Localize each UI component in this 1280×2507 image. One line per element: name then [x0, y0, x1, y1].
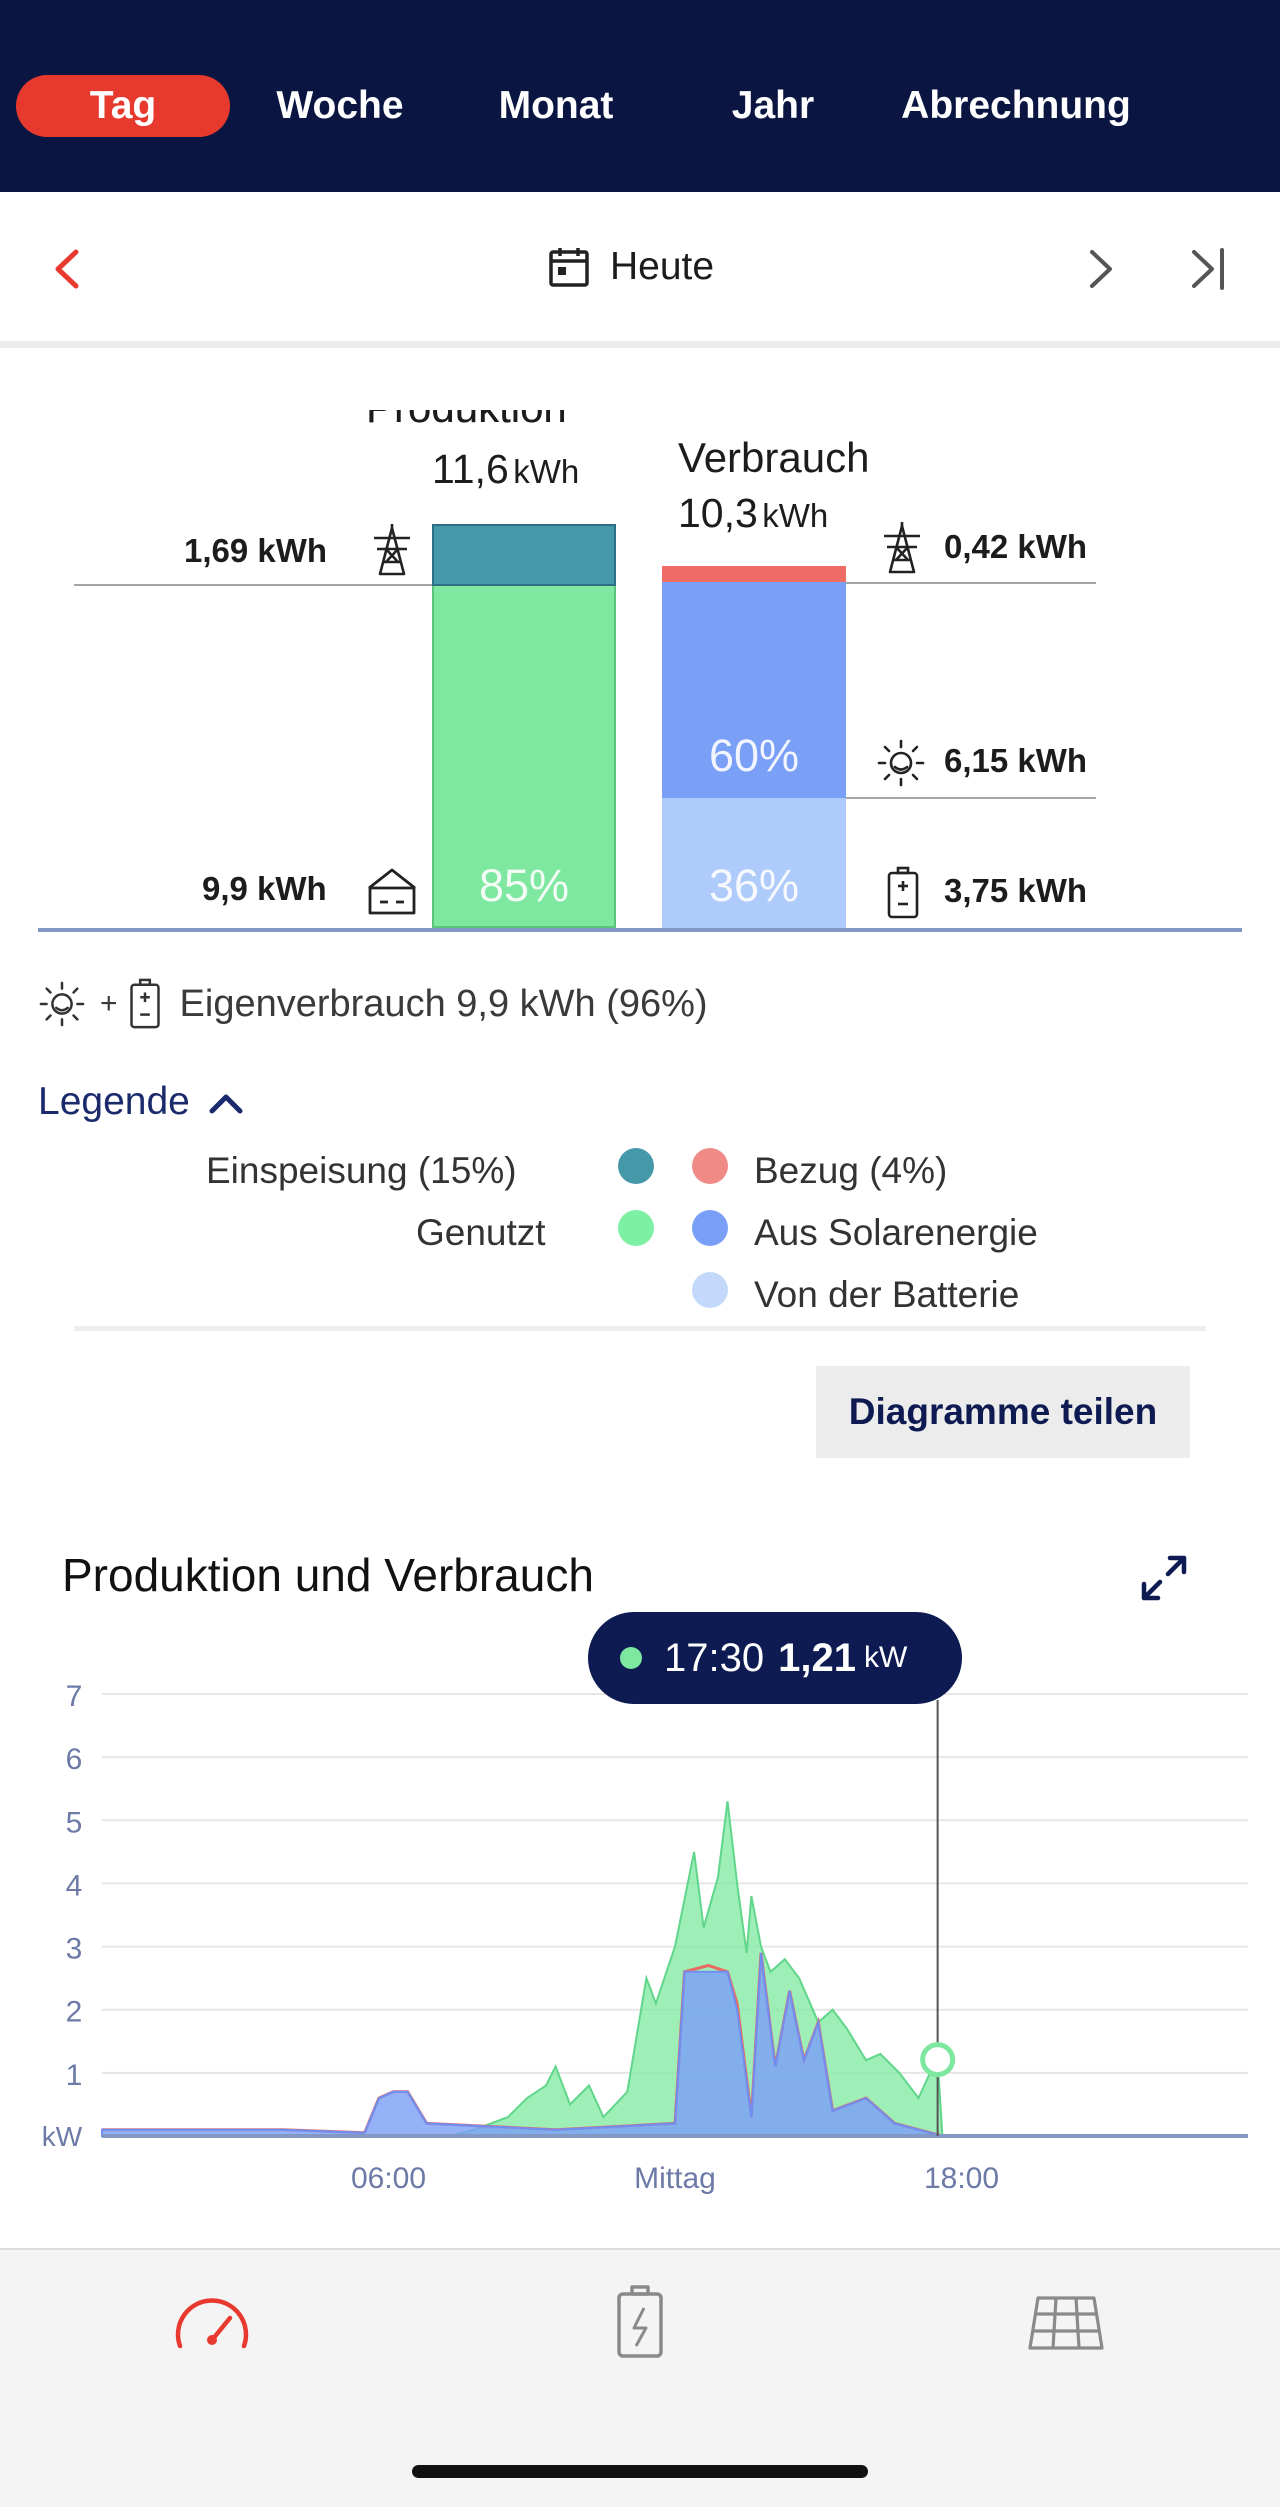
tab-woche[interactable]: Woche	[276, 84, 404, 127]
tab-jahr[interactable]: Jahr	[731, 84, 815, 127]
period-tab-bar: Tag Woche Monat Jahr Abrechnung	[0, 0, 1280, 192]
legend-bezug-dot	[692, 1148, 728, 1184]
legend-toggle[interactable]: Legende	[38, 1080, 246, 1124]
chart-tooltip: 17:30 1,21 kW	[588, 1612, 962, 1704]
grid-line	[846, 582, 1096, 584]
legend-genutzt-dot	[618, 1210, 654, 1246]
legend-batterie-label: Von der Batterie	[754, 1274, 1020, 1315]
y-tick-label: 6	[66, 1743, 83, 1776]
consumption-value: 10,3	[678, 490, 758, 536]
production-value: 11,6	[432, 446, 509, 492]
x-tick-label: Mittag	[634, 2162, 716, 2195]
power-tower-icon	[374, 524, 410, 576]
self-consumption-row: + Eigenverbrauch 9,9 kWh (96%)	[38, 978, 708, 1030]
chevron-left-icon[interactable]	[48, 244, 88, 294]
baseline	[38, 928, 1242, 932]
legend-bezug-label: Bezug (4%)	[754, 1150, 948, 1191]
tooltip-value: 1,21	[778, 1635, 856, 1680]
dashboard-gauge-icon[interactable]	[172, 2290, 252, 2356]
used-segment	[432, 586, 616, 928]
expand-icon[interactable]	[1138, 1552, 1190, 1604]
solar-line	[846, 797, 1096, 799]
grid-segment	[662, 566, 846, 582]
solar-panel-icon[interactable]	[1026, 2294, 1106, 2352]
calendar-icon	[549, 248, 589, 287]
legend-einspeisung-label: Einspeisung (15%)	[206, 1150, 517, 1191]
chart-title: Produktion und Verbrauch	[62, 1549, 594, 1601]
y-tick-label: 1	[66, 2059, 83, 2092]
tab-monat[interactable]: Monat	[498, 84, 614, 127]
house-icon	[368, 868, 416, 915]
series-eigenverbrauch-area	[101, 1952, 1248, 2137]
battery-percent: 36%	[708, 860, 800, 911]
y-tick-label: 4	[66, 1869, 83, 1902]
date-label: Heute	[610, 245, 715, 288]
battery-value: 3,75 kWh	[944, 872, 1088, 909]
series-produktion-area	[102, 1801, 1248, 2137]
x-tick-label: 18:00	[924, 2162, 999, 2195]
feed-in-segment	[432, 524, 616, 586]
solar-value: 6,15 kWh	[944, 742, 1088, 779]
legend-toggle-label: Legende	[38, 1080, 190, 1123]
tooltip-unit: kW	[863, 1641, 908, 1674]
y-tick-label: 3	[66, 1933, 83, 1966]
consumption-unit: kWh	[762, 497, 829, 534]
legend-einspeisung-dot	[618, 1148, 654, 1184]
tooltip-time: 17:30	[664, 1635, 765, 1680]
grid-value: 0,42 kWh	[944, 528, 1088, 565]
home-indicator	[412, 2465, 868, 2478]
y-tick-label: 5	[66, 1806, 83, 1839]
legend-solar-label: Aus Solarenergie	[754, 1212, 1038, 1253]
consumption-title: Verbrauch	[678, 434, 870, 481]
y-axis-unit: kW	[42, 2121, 83, 2152]
production-unit: kWh	[513, 453, 580, 490]
x-tick-label: 06:00	[351, 2162, 426, 2195]
battery-segment	[662, 798, 846, 928]
skip-to-end-icon[interactable]	[1188, 244, 1228, 294]
production-total: 11,6 kWh	[432, 446, 579, 493]
production-consumption-chart[interactable]: 1 2 3 4 5 6 7 kW 06:00 Mittag 18:00	[0, 1660, 1280, 2220]
date-picker-button[interactable]: Heute	[548, 242, 714, 292]
tooltip-dot	[620, 1647, 642, 1669]
battery-icon	[129, 978, 160, 1029]
battery-charge-icon[interactable]	[614, 2284, 666, 2360]
sun-icon	[39, 981, 85, 1027]
tab-abrechnung[interactable]: Abrechnung	[901, 84, 1131, 127]
used-percent: 85%	[478, 860, 570, 911]
plus-sign: +	[100, 987, 118, 1020]
feed-in-line	[74, 584, 614, 586]
chart-cursor-marker	[920, 2042, 956, 2078]
power-tower-icon	[884, 522, 920, 574]
consumption-total: 10,3 kWh	[678, 490, 828, 537]
battery-icon	[887, 866, 919, 919]
feed-in-value: 1,69 kWh	[184, 532, 328, 569]
legend-batterie-dot	[692, 1272, 728, 1308]
production-title: Produktion	[366, 410, 567, 432]
section-divider	[74, 1326, 1206, 1331]
tab-tag[interactable]: Tag	[16, 75, 230, 137]
legend-solar-dot	[692, 1210, 728, 1246]
y-tick-label: 7	[66, 1680, 83, 1713]
solar-segment	[662, 582, 846, 798]
self-used-value: 9,9 kWh	[202, 870, 327, 907]
share-charts-button[interactable]: Diagramme teilen	[816, 1366, 1190, 1458]
legend-genutzt-label: Genutzt	[416, 1212, 546, 1253]
sun-icon	[877, 739, 925, 787]
solar-percent: 60%	[708, 730, 800, 781]
bottom-navigation	[0, 2248, 1280, 2507]
y-tick-label: 2	[66, 1996, 83, 2029]
chevron-right-icon[interactable]	[1080, 244, 1120, 294]
chevron-up-icon	[209, 1094, 243, 1114]
self-consumption-text: Eigenverbrauch 9,9 kWh (96%)	[179, 982, 708, 1025]
date-navigator: Heute	[0, 192, 1280, 348]
